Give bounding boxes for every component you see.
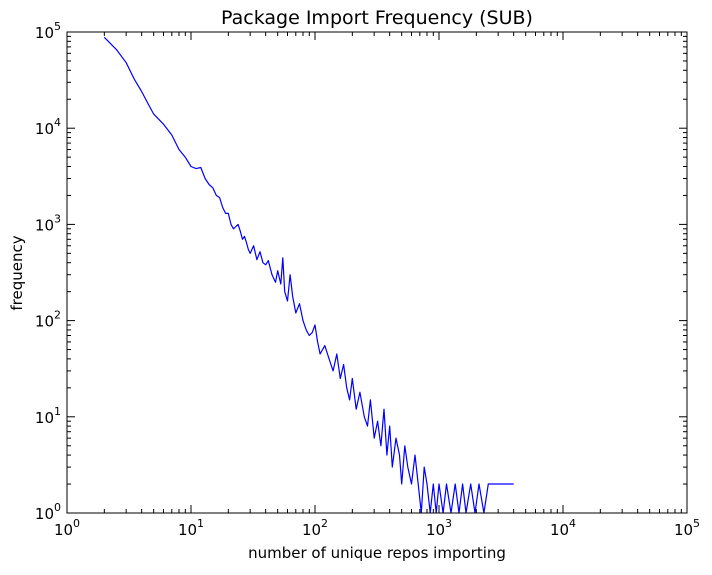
y-tick-base: 10 (35, 409, 54, 427)
plot-frame (66, 31, 688, 514)
y-tick-label: 101 (35, 405, 61, 427)
y-tick-base: 10 (35, 505, 54, 523)
y-tick-base: 10 (35, 216, 54, 234)
x-tick-exponent: 0 (73, 517, 80, 530)
chart-title: Package Import Frequency (SUB) (221, 7, 533, 29)
x-tick-exponent: 4 (569, 517, 576, 530)
y-tick-exponent: 0 (54, 501, 61, 514)
y-tick-exponent: 2 (54, 309, 61, 322)
y-tick-base: 10 (35, 313, 54, 331)
x-tick-exponent: 2 (321, 517, 328, 530)
y-tick-label: 105 (35, 20, 61, 42)
x-axis-label: number of unique repos importing (248, 544, 506, 562)
x-tick-exponent: 1 (197, 517, 204, 530)
y-tick-base: 10 (35, 24, 54, 42)
x-tick-exponent: 3 (445, 517, 452, 530)
series-line-1 (103, 36, 514, 514)
y-tick-label: 104 (35, 116, 61, 138)
series-layer (103, 36, 514, 514)
y-tick-exponent: 5 (54, 20, 61, 33)
x-tick-exponent: 5 (693, 517, 700, 530)
y-tick-exponent: 3 (54, 212, 61, 225)
y-tick-label: 100 (35, 501, 61, 523)
y-tick-base: 10 (35, 120, 54, 138)
y-tick-exponent: 4 (54, 116, 61, 129)
y-tick-exponent: 1 (54, 405, 61, 418)
y-tick-label: 103 (35, 212, 61, 234)
y-tick-label: 102 (35, 309, 61, 331)
y-axis-label: frequency (8, 235, 26, 310)
